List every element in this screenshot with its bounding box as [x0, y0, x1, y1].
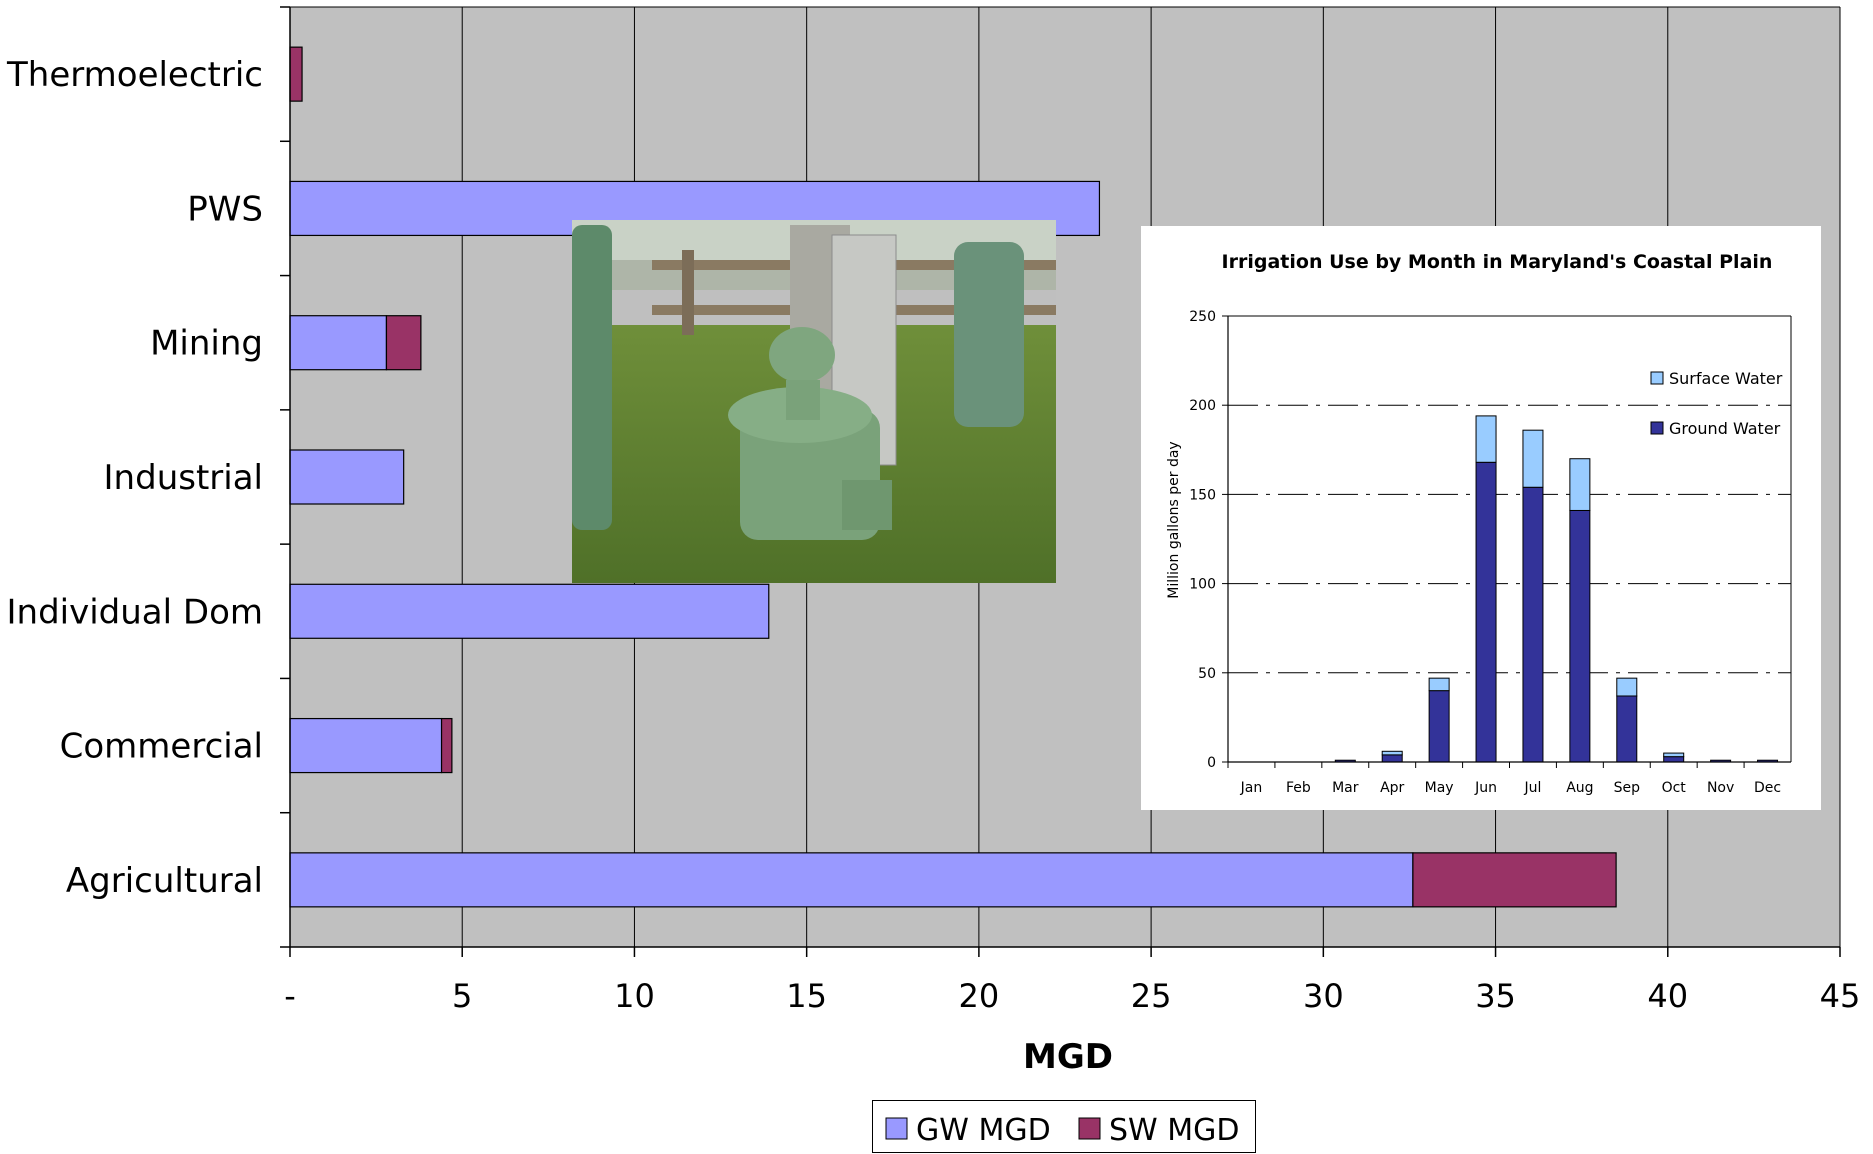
inset-bar-segment [1616, 695, 1638, 763]
inset-bar-segment [1428, 690, 1450, 763]
x-tick-label: 15 [786, 977, 827, 1015]
inset-bar-segment [1381, 754, 1403, 763]
bar-segment [385, 315, 422, 371]
bar-segment [289, 852, 1414, 908]
inset-legend-swatch [1650, 371, 1664, 385]
inset-bar-segment [1428, 677, 1450, 692]
inset-x-tick-label: Apr [1380, 780, 1404, 796]
x-tick-label: 30 [1303, 977, 1344, 1015]
legend: GW MGD SW MGD [872, 1100, 1256, 1153]
bar-segment [289, 717, 443, 774]
x-axis-title: MGD [1023, 1037, 1113, 1077]
inset-gridlines [1228, 404, 1791, 674]
inset-x-tick-label: Jul [1524, 780, 1542, 796]
inset-bar-segment [1475, 415, 1497, 463]
category-label: Industrial [104, 458, 263, 498]
category-label: Individual Dom [7, 592, 264, 632]
inset-y-tick-label: 250 [1189, 309, 1216, 325]
inset-x-tick-label: Oct [1662, 780, 1687, 796]
legend-label-sw: SW MGD [1109, 1113, 1239, 1148]
wellhead-photo [572, 220, 1056, 583]
inset-bar-segment [1475, 461, 1497, 763]
inset-chart-title: Irrigation Use by Month in Maryland's Co… [1222, 251, 1773, 273]
inset-bar-segment [1522, 486, 1544, 763]
inset-x-tick-label: Sep [1614, 780, 1641, 796]
bar-segment [1412, 852, 1617, 908]
inset-bar-segment [1616, 677, 1638, 697]
inset-bar-segment [1663, 756, 1685, 763]
inset-y-tick-label: 100 [1189, 577, 1216, 593]
x-tick-label: 35 [1475, 977, 1516, 1015]
inset-x-tick-label: Aug [1566, 780, 1593, 796]
inset-bars [1334, 415, 1779, 763]
bar-segment [289, 46, 303, 102]
bars [289, 46, 1617, 908]
inset-bar-segment [1569, 509, 1591, 763]
x-tick-label: 45 [1820, 977, 1861, 1015]
inset-x-tick-label: Feb [1286, 780, 1311, 796]
inset-legend-swatch [1650, 421, 1664, 435]
inset-x-tick-labels: Jan Feb Mar Apr May Jun Jul Aug Sep Oct Nov Dec [1240, 780, 1781, 796]
bar-segment [289, 449, 405, 505]
bar-segment [440, 717, 453, 774]
legend-swatch-gw [885, 1117, 908, 1140]
x-tick-label: 5 [452, 977, 472, 1015]
x-tick-label: 20 [959, 977, 1000, 1015]
inset-legend-label: Surface Water [1669, 369, 1783, 388]
bar-segment [289, 315, 388, 371]
x-tick-label: 25 [1131, 977, 1172, 1015]
inset-chart: Irrigation Use by Month in Maryland's Co… [1141, 226, 1821, 810]
inset-x-tick-label: Jan [1240, 780, 1263, 796]
inset-bar-segment [1381, 750, 1403, 756]
inset-x-tick-label: Nov [1707, 780, 1734, 796]
bar-segment [289, 583, 770, 639]
inset-y-tick-label: 0 [1207, 755, 1216, 771]
inset-y-tick-label: 150 [1189, 487, 1216, 503]
x-tick-label: 10 [614, 977, 655, 1015]
inset-x-tick-label: Dec [1754, 780, 1781, 796]
inset-bar-segment [1522, 429, 1544, 488]
inset-bar-segment [1663, 752, 1685, 758]
inset-bar-segment [1569, 458, 1591, 511]
inset-y-tick-labels: 0 50 100 150 200 250 [1189, 309, 1216, 771]
category-label: Agricultural [66, 861, 263, 901]
category-labels: Thermoelectric PWS Mining Industrial Individ… [6, 55, 263, 901]
inset-legend: Surface Water Ground Water [1650, 369, 1783, 438]
x-tick-label: 40 [1647, 977, 1688, 1015]
axes [280, 6, 1841, 957]
inset-y-tick-label: 50 [1198, 666, 1216, 682]
inset-legend-label: Ground Water [1669, 419, 1781, 438]
category-label: Mining [150, 324, 263, 364]
x-tick-label: - [284, 977, 296, 1015]
inset-y-tick-label: 200 [1189, 398, 1216, 414]
inset-x-tick-label: Mar [1332, 780, 1359, 796]
category-label: PWS [187, 189, 263, 229]
legend-swatch-sw [1078, 1117, 1101, 1140]
category-label: Thermoelectric [6, 55, 263, 95]
legend-label-gw: GW MGD [916, 1113, 1051, 1148]
inset-axes [1222, 315, 1792, 768]
x-tick-labels: - 5 10 15 20 25 30 35 40 45 [284, 977, 1860, 1015]
inset-x-tick-label: Jun [1474, 780, 1497, 796]
inset-y-axis-title: Million gallons per day [1166, 441, 1182, 598]
inset-x-tick-label: May [1425, 780, 1454, 796]
category-label: Commercial [60, 727, 263, 767]
